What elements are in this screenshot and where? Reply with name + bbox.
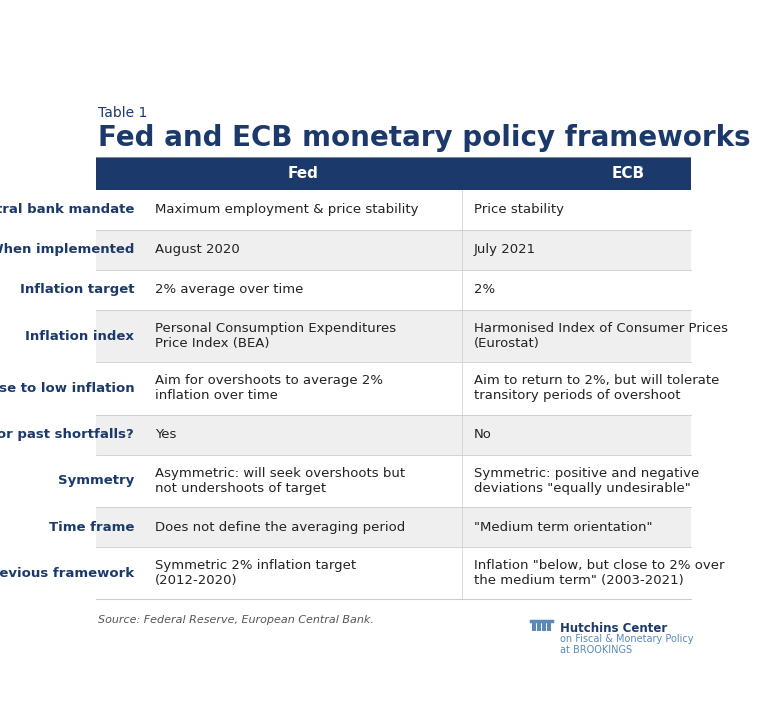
Text: at BROOKINGS: at BROOKINGS (560, 645, 632, 655)
Text: Previous framework: Previous framework (0, 566, 134, 580)
Text: Symmetry: Symmetry (58, 474, 134, 487)
Text: Inflation target: Inflation target (20, 284, 134, 296)
Text: Aim to return to 2%, but will tolerate
transitory periods of overshoot: Aim to return to 2%, but will tolerate t… (474, 374, 720, 403)
Text: Central bank mandate: Central bank mandate (0, 203, 134, 216)
Bar (542, 622, 546, 651)
Text: Table 1: Table 1 (98, 106, 147, 120)
Bar (538, 622, 541, 651)
Text: When implemented: When implemented (0, 243, 134, 257)
Bar (0, 547, 768, 599)
Bar (0, 230, 768, 270)
Text: Personal Consumption Expenditures
Price Index (BEA): Personal Consumption Expenditures Price … (155, 322, 396, 350)
Text: August 2020: August 2020 (155, 243, 240, 257)
Text: Symmetric 2% inflation target
(2012-2020): Symmetric 2% inflation target (2012-2020… (155, 559, 356, 587)
Text: Yes: Yes (155, 428, 177, 441)
Text: Response to low inflation: Response to low inflation (0, 382, 134, 395)
Text: ECB: ECB (611, 166, 644, 181)
Text: 2% average over time: 2% average over time (155, 284, 303, 296)
Text: Symmetric: positive and negative
deviations "equally undesirable": Symmetric: positive and negative deviati… (474, 467, 699, 495)
Bar (532, 622, 536, 651)
Text: July 2021: July 2021 (474, 243, 536, 257)
Text: 2%: 2% (474, 284, 495, 296)
Bar (0, 310, 768, 362)
Text: on Fiscal & Monetary Policy: on Fiscal & Monetary Policy (560, 634, 694, 644)
Bar (0, 157, 768, 190)
Bar (0, 454, 768, 507)
Text: Harmonised Index of Consumer Prices
(Eurostat): Harmonised Index of Consumer Prices (Eur… (474, 322, 728, 350)
Text: Maximum employment & price stability: Maximum employment & price stability (155, 203, 419, 216)
Text: Fed: Fed (287, 166, 319, 181)
Text: Inflation index: Inflation index (25, 330, 134, 342)
Text: Aim for overshoots to average 2%
inflation over time: Aim for overshoots to average 2% inflati… (155, 374, 383, 403)
Bar (0, 415, 768, 454)
Bar (0, 190, 768, 230)
Text: Inflation "below, but close to 2% over
the medium term" (2003-2021): Inflation "below, but close to 2% over t… (474, 559, 724, 587)
Text: Source: Federal Reserve, European Central Bank.: Source: Federal Reserve, European Centra… (98, 615, 373, 625)
Bar (0, 270, 768, 310)
Text: Time frame: Time frame (49, 520, 134, 534)
Text: Adjustment for past shortfalls?: Adjustment for past shortfalls? (0, 428, 134, 441)
Text: "Medium term orientation": "Medium term orientation" (474, 520, 653, 534)
Text: No: No (474, 428, 492, 441)
Bar (0, 362, 768, 415)
Bar (548, 622, 551, 651)
Text: Does not define the averaging period: Does not define the averaging period (155, 520, 406, 534)
Text: Price stability: Price stability (474, 203, 564, 216)
Bar (0, 507, 768, 547)
Text: Fed and ECB monetary policy frameworks: Fed and ECB monetary policy frameworks (98, 124, 750, 152)
Text: Hutchins Center: Hutchins Center (560, 622, 667, 635)
Text: Asymmetric: will seek overshoots but
not undershoots of target: Asymmetric: will seek overshoots but not… (155, 467, 406, 495)
